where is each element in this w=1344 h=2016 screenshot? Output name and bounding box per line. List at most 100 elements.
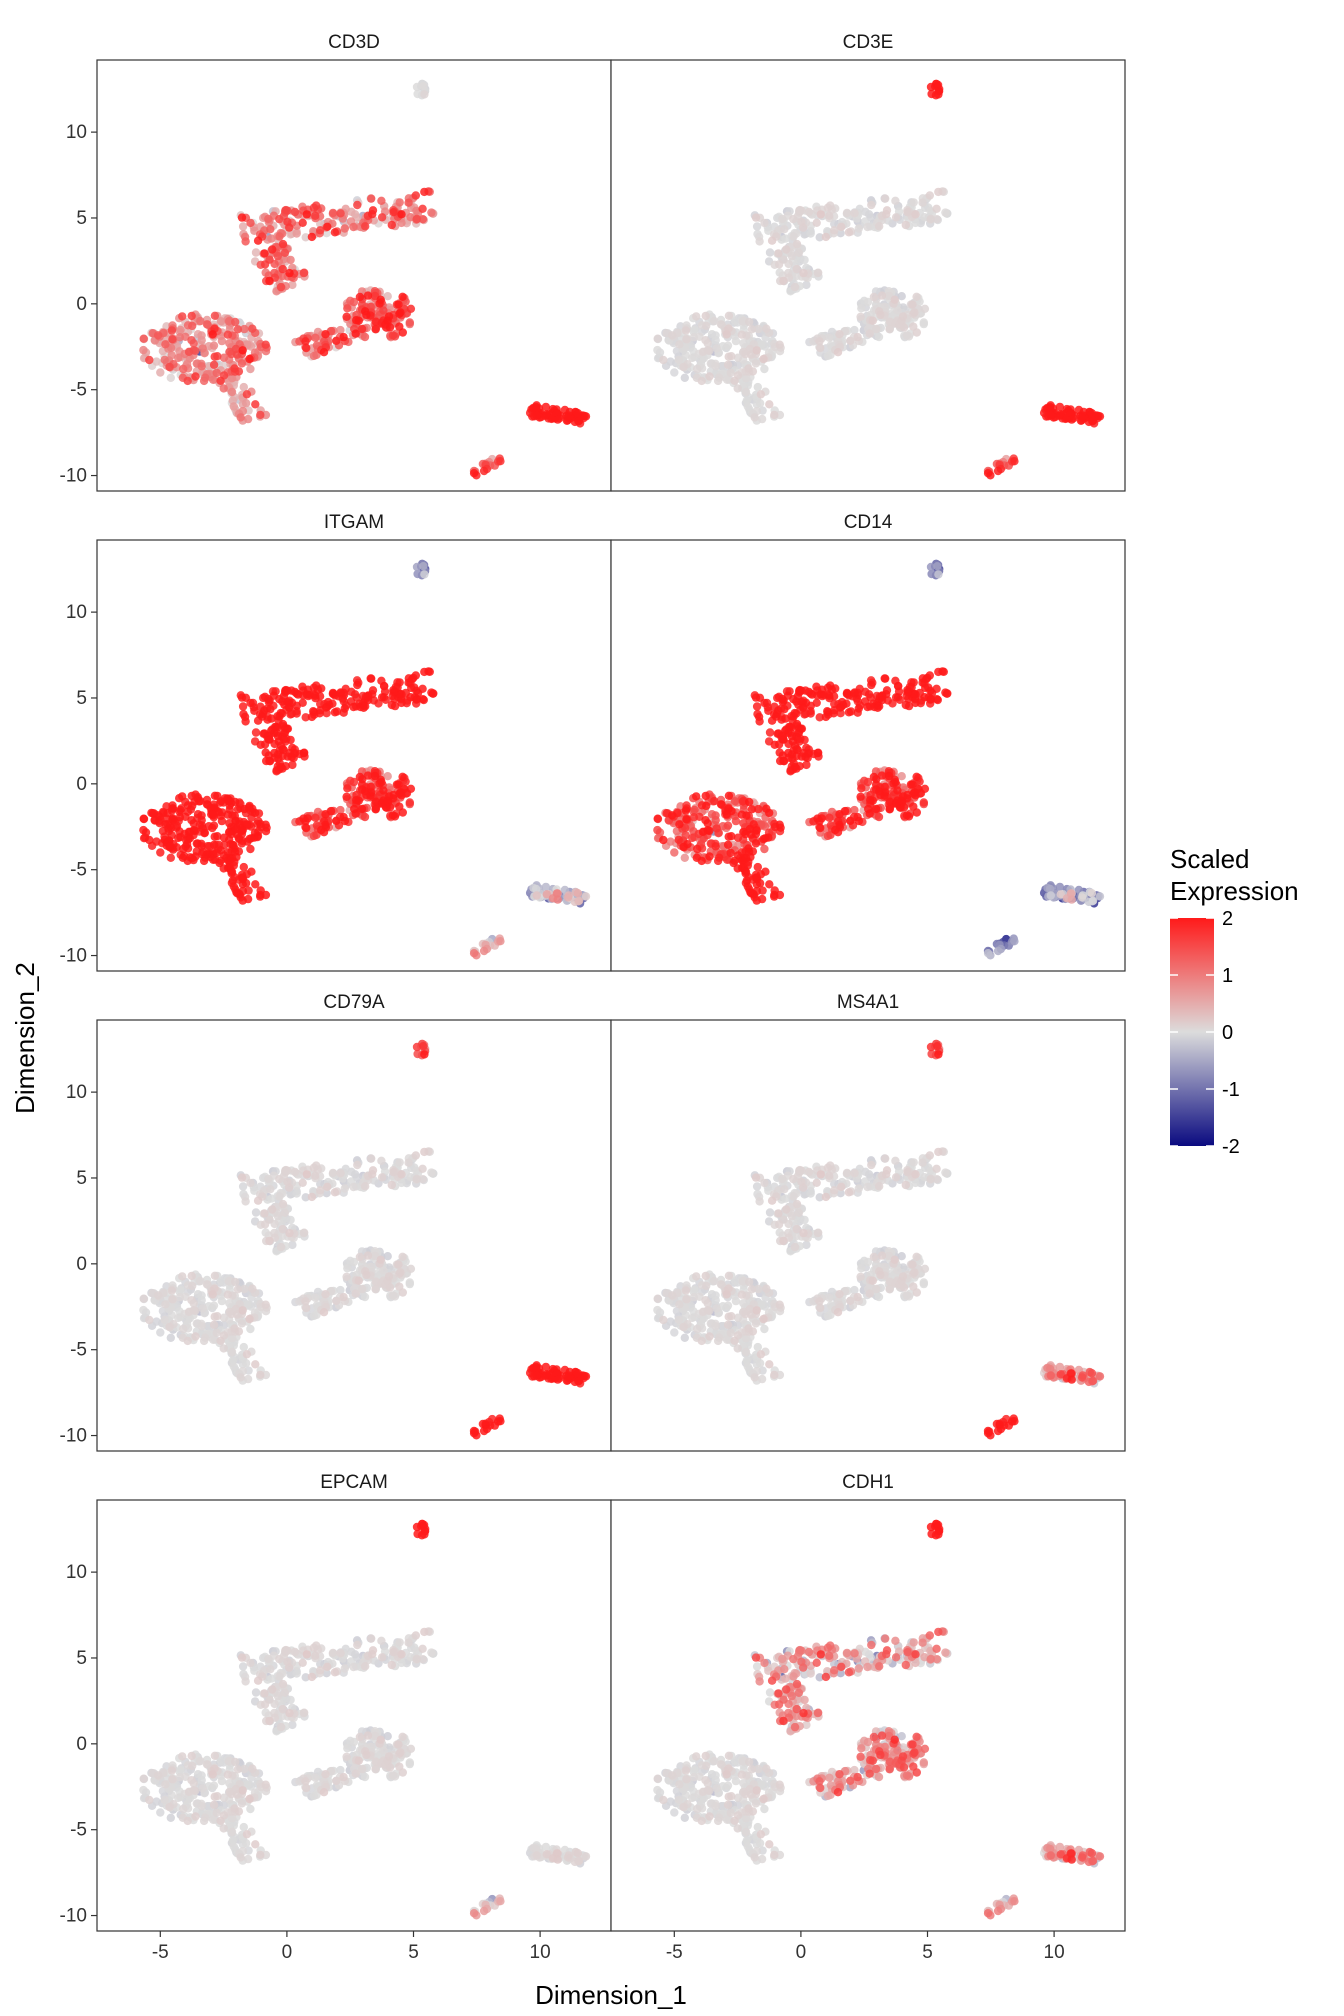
cell-point xyxy=(275,232,284,241)
cell-point xyxy=(280,248,290,257)
cell-point xyxy=(787,731,796,741)
cell-point xyxy=(300,268,309,277)
cell-point xyxy=(139,825,148,835)
cell-point xyxy=(563,893,573,902)
cell-point xyxy=(281,205,291,215)
cell-point xyxy=(351,1289,360,1298)
cell-point xyxy=(842,208,852,218)
cell-point xyxy=(404,1158,413,1167)
cell-point xyxy=(690,325,699,335)
cell-point xyxy=(770,410,779,420)
cell-point xyxy=(227,373,237,383)
cell-point xyxy=(227,1333,237,1343)
cell-point xyxy=(371,324,380,334)
cell-point xyxy=(266,705,275,714)
cell-point xyxy=(854,224,863,233)
cell-point xyxy=(730,317,740,326)
cell-point xyxy=(795,1165,805,1175)
cell-point xyxy=(420,1147,429,1157)
cell-point xyxy=(217,336,227,346)
cell-point xyxy=(532,1364,541,1374)
cell-point xyxy=(789,1192,798,1201)
cell-points xyxy=(653,559,1105,960)
cell-point xyxy=(377,1173,387,1182)
cell-point xyxy=(775,820,784,829)
cell-point xyxy=(301,337,310,346)
cell-point xyxy=(752,702,762,711)
cell-point xyxy=(693,844,702,854)
cell-point xyxy=(223,810,233,819)
cell-point xyxy=(756,390,766,399)
cell-point xyxy=(362,1270,371,1280)
cell-point xyxy=(187,791,196,801)
cell-point xyxy=(248,1284,257,1293)
cell-point xyxy=(850,1169,859,1178)
cell-point xyxy=(781,1194,790,1203)
cell-point xyxy=(716,800,726,809)
cell-point xyxy=(367,674,376,683)
cell-point xyxy=(1055,882,1065,892)
cell-point xyxy=(750,413,759,422)
cell-point xyxy=(909,198,918,207)
cell-point xyxy=(168,815,177,824)
cell-point xyxy=(1087,409,1097,418)
cell-point xyxy=(276,762,286,772)
cell-point xyxy=(223,1290,233,1299)
cell-point xyxy=(774,260,784,269)
cell-point xyxy=(209,360,219,369)
cell-point xyxy=(911,698,920,708)
cell-point xyxy=(307,1192,317,1202)
cell-point xyxy=(227,387,237,397)
cell-point xyxy=(307,232,317,242)
cell-point xyxy=(225,339,234,348)
cell-point xyxy=(216,376,225,385)
cell-point xyxy=(871,804,881,814)
cell-point xyxy=(897,772,906,781)
cell-point xyxy=(397,218,406,228)
cell-point xyxy=(757,414,767,424)
cell-point xyxy=(933,562,942,571)
cell-point xyxy=(1095,892,1105,901)
cell-point xyxy=(941,1168,950,1177)
cell-point xyxy=(160,1315,169,1325)
cell-point xyxy=(288,1240,297,1250)
cell-point xyxy=(724,352,733,361)
cell-point xyxy=(264,1174,273,1184)
cell-point xyxy=(377,213,387,222)
cell-point xyxy=(745,1277,754,1287)
cell-point xyxy=(496,937,505,946)
cell-point xyxy=(156,848,165,857)
cell-point xyxy=(723,1301,733,1310)
facet-title: MS4A1 xyxy=(837,992,899,1013)
cell-point xyxy=(751,213,761,222)
cell-point xyxy=(268,1205,277,1214)
cell-point xyxy=(343,304,352,313)
cell-point xyxy=(412,1042,422,1052)
cell-point xyxy=(187,336,196,345)
cell-point xyxy=(230,844,239,853)
cell-point xyxy=(774,249,783,258)
cell-point xyxy=(1055,402,1065,412)
cell-point xyxy=(384,1272,394,1281)
cell-point xyxy=(869,292,879,302)
cell-point xyxy=(1087,889,1097,898)
cell-point xyxy=(800,735,809,745)
cell-point xyxy=(273,731,282,741)
cell-point xyxy=(321,1290,330,1299)
cell-point xyxy=(868,316,877,325)
cell-point xyxy=(893,1266,902,1275)
cell-point xyxy=(256,890,265,900)
cell-point xyxy=(210,791,220,800)
cell-point xyxy=(574,896,584,905)
cell-point xyxy=(874,1292,884,1302)
cell-point xyxy=(217,1296,227,1306)
cell-point xyxy=(787,251,796,261)
cell-point xyxy=(298,698,307,707)
cell-point xyxy=(256,1370,265,1380)
cell-point xyxy=(286,255,295,265)
cell-point xyxy=(418,695,428,704)
cell-point xyxy=(863,777,873,787)
cell-point xyxy=(767,716,777,725)
cell-point xyxy=(854,1184,863,1193)
cell-point xyxy=(782,245,791,254)
